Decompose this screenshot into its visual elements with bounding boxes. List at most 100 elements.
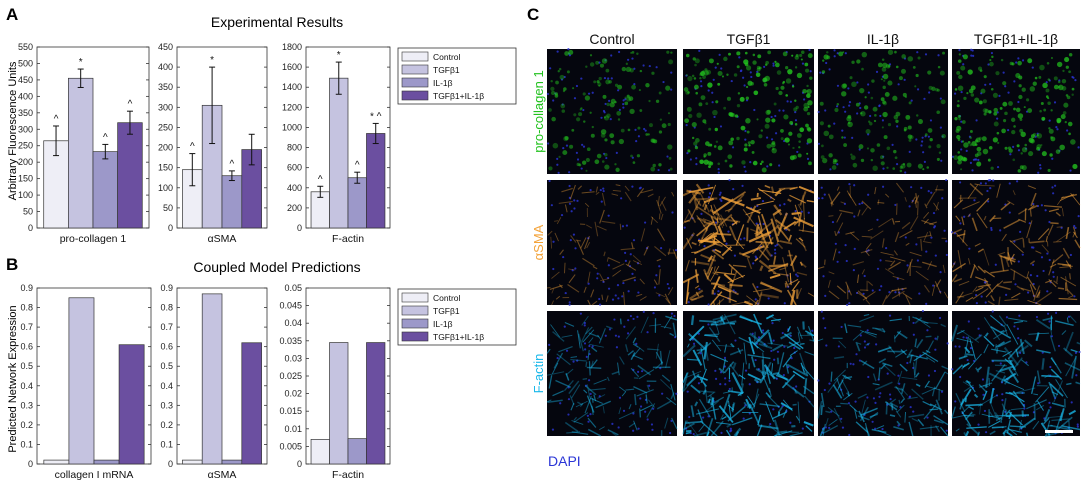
stain-fiber xyxy=(817,266,825,270)
nucleus-dot xyxy=(586,414,589,417)
stain-fiber xyxy=(748,231,772,243)
nucleus-dot xyxy=(958,49,961,52)
stain-fiber xyxy=(1048,278,1057,288)
nucleus-dot xyxy=(817,142,821,145)
nucleus-dot xyxy=(847,87,850,90)
stain-fiber xyxy=(725,429,731,437)
nucleus-dot xyxy=(1008,211,1011,214)
stain-fiber xyxy=(1056,231,1071,242)
stain-fiber xyxy=(729,283,743,287)
stain-blob xyxy=(1065,65,1069,69)
nucleus-dot xyxy=(833,49,836,52)
stain-fiber xyxy=(955,392,966,413)
nucleus-dot xyxy=(1001,399,1004,402)
nucleus-dot xyxy=(714,66,717,69)
panel-b-ylabel: Predicted Network Expression xyxy=(7,305,19,452)
nucleus-dot xyxy=(738,56,741,59)
stain-blob xyxy=(1016,144,1020,148)
stain-fiber xyxy=(951,261,956,269)
stain-blob xyxy=(807,105,810,109)
stain-fiber xyxy=(885,289,894,299)
stain-fiber xyxy=(712,272,719,276)
nucleus-dot xyxy=(711,101,714,104)
nucleus-dot xyxy=(573,199,576,202)
stain-fiber xyxy=(822,423,826,437)
stain-blob xyxy=(907,134,913,140)
stain-blob xyxy=(936,110,940,115)
stain-fiber xyxy=(789,350,798,356)
stain-blob xyxy=(883,79,886,82)
stain-fiber xyxy=(984,269,995,278)
stain-fiber xyxy=(823,259,826,265)
stain-blob xyxy=(708,58,714,64)
nucleus-dot xyxy=(576,359,579,362)
nucleus-dot xyxy=(912,410,915,413)
stain-blob xyxy=(827,124,831,128)
stain-blob xyxy=(1056,61,1063,68)
stain-fiber xyxy=(1036,370,1041,384)
stain-fiber xyxy=(965,430,970,437)
stain-fiber xyxy=(570,235,577,243)
stain-fiber xyxy=(625,326,636,340)
panel-a-title: Experimental Results xyxy=(211,14,343,30)
nucleus-dot xyxy=(610,77,613,80)
nucleus-dot xyxy=(571,269,574,272)
nucleus-dot xyxy=(622,409,626,412)
x-axis-label: F-actin xyxy=(332,469,364,481)
stain-fiber xyxy=(1043,205,1063,208)
stain-fiber xyxy=(797,332,801,343)
stain-fiber xyxy=(715,232,732,236)
nucleus-dot xyxy=(941,197,944,200)
significance-mark: ^ xyxy=(355,160,360,171)
nucleus-dot xyxy=(691,234,694,237)
nucleus-dot xyxy=(867,83,870,86)
stain-fiber xyxy=(765,368,771,384)
nucleus-dot xyxy=(1017,337,1020,340)
stain-fiber xyxy=(550,324,561,338)
stain-blob xyxy=(982,148,989,155)
stain-fiber xyxy=(976,212,988,229)
stain-fiber xyxy=(687,343,690,348)
stain-fiber xyxy=(702,389,707,395)
stain-fiber xyxy=(985,283,999,298)
nucleus-dot xyxy=(794,119,798,122)
stain-fiber xyxy=(908,421,914,437)
nucleus-dot xyxy=(954,400,957,403)
y-tick-label: 250 xyxy=(18,141,33,151)
nucleus-dot xyxy=(968,247,971,250)
nucleus-dot xyxy=(904,236,907,239)
stain-fiber xyxy=(865,242,872,250)
stain-blob xyxy=(667,122,671,127)
stain-fiber xyxy=(709,265,720,282)
nucleus-dot xyxy=(958,345,961,348)
stain-blob xyxy=(806,90,809,93)
stain-fiber xyxy=(833,369,846,382)
stain-fiber xyxy=(625,388,635,391)
stain-fiber xyxy=(960,388,972,406)
stain-fiber xyxy=(774,431,780,437)
stain-fiber xyxy=(738,374,746,380)
stain-blob xyxy=(882,62,888,69)
legend-label: Control xyxy=(433,52,461,62)
stain-fiber xyxy=(825,418,829,427)
nucleus-dot xyxy=(583,324,586,327)
significance-mark: * xyxy=(210,55,214,66)
stain-fiber xyxy=(891,287,907,292)
nucleus-dot xyxy=(951,231,954,234)
stain-fiber xyxy=(995,341,1005,348)
nucleus-dot xyxy=(567,398,571,401)
stain-fiber xyxy=(1009,360,1017,371)
stain-blob xyxy=(1020,152,1023,155)
y-tick-label: 1800 xyxy=(282,42,302,52)
stain-blob xyxy=(605,79,611,85)
stain-blob xyxy=(901,54,906,59)
stain-fiber xyxy=(1043,408,1051,422)
nucleus-dot xyxy=(766,165,769,168)
stain-blob xyxy=(645,133,649,136)
nucleus-dot xyxy=(569,239,572,242)
stain-fiber xyxy=(699,319,716,323)
stain-blob xyxy=(593,80,597,84)
stain-fiber xyxy=(702,200,706,207)
stain-blob xyxy=(849,76,853,80)
nucleus-dot xyxy=(629,253,632,256)
